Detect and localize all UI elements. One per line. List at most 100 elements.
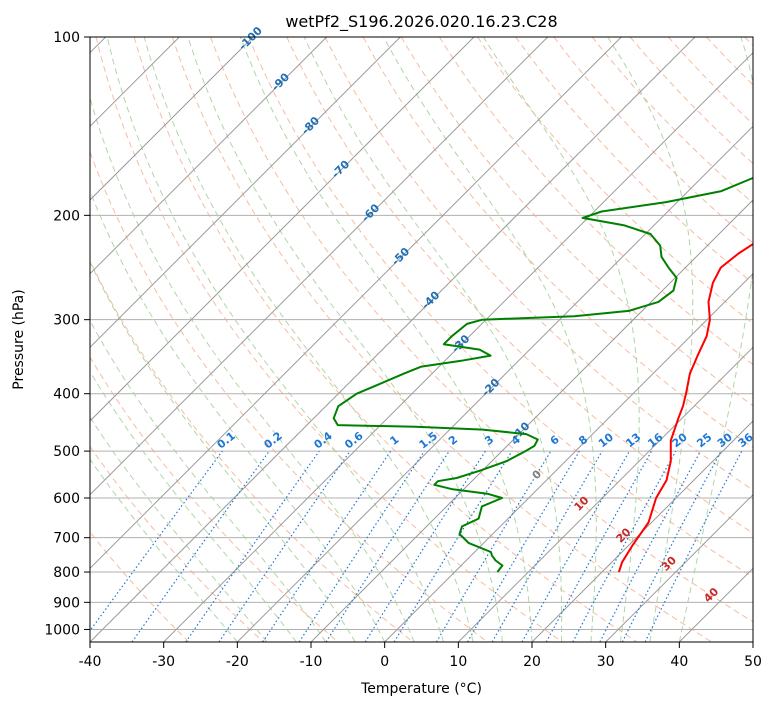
isotherm-label: -100 [236,24,265,53]
y-tick-label: 500 [53,444,80,460]
dry-adiabat [438,37,753,366]
plot-frame [89,36,754,643]
horizontal-gridlines [90,36,753,630]
isotherm [90,37,475,422]
isotherm [90,37,401,349]
y-tick-label: 800 [53,565,80,581]
y-tick-label: 400 [53,387,80,403]
mixing-ratio-line [325,450,450,642]
mixing-ratio-line [521,450,631,642]
dry-adiabat [90,356,339,642]
dry-adiabat [744,37,753,47]
mixing-ratio-line [185,450,320,642]
x-tick-label: 50 [744,654,762,670]
mixing-ratio-line [644,450,743,642]
moist-adiabat [383,37,597,642]
isotherm [90,37,254,201]
profile-lines [332,176,753,573]
dry-adiabat [668,37,753,125]
isotherm [90,37,622,570]
mixing-ratio-label: 16 [645,430,665,450]
dry-adiabat [248,37,753,578]
moist-adiabat [239,37,533,642]
temperature-profile-line [617,242,753,573]
x-axis-title: Temperature (°C) [360,681,482,697]
mixing-ratio-label: 6 [548,433,562,448]
x-tick-label: -30 [152,654,175,670]
dry-adiabat [95,37,563,642]
moist-adiabat [90,370,297,642]
dry-adiabat [286,37,753,534]
axes: -40 -30 -20 -10 0 10 20 30 40 5010020030040050060… [44,30,762,670]
isotherm-label: -90 [269,70,292,93]
moist-adiabat [143,37,474,642]
y-tick-label: 300 [53,313,80,329]
x-tick-label: 30 [597,654,615,670]
mixing-ratio-line [90,450,223,632]
moist-adiabat [90,189,386,642]
isotherm-label: -70 [329,158,352,181]
y-tick-label: 900 [53,595,80,611]
moist-adiabat [106,37,445,642]
dry-adiabat [553,37,753,244]
isotherm [605,493,753,642]
mixing-ratio-label: 13 [623,431,643,451]
moist-adiabat [90,458,238,642]
x-tick-label: -10 [300,654,323,670]
isotherm [236,125,753,642]
y-tick-label: 200 [53,208,80,224]
dry-adiabat [90,259,414,642]
moist-adiabat [90,260,356,642]
x-tick-label: 20 [523,654,541,670]
isotherm-label: -20 [479,376,502,399]
mixing-ratio-line [393,450,513,642]
dry-adiabat [171,37,712,642]
mixing-ratio-label: 1 [388,433,402,448]
dry-adiabat [400,37,753,407]
dry-adiabat [90,531,190,642]
mixing-ratio-label: 1.5 [417,429,440,451]
moist-adiabat-label: 10 [572,494,592,514]
mixing-ratio-line [599,450,702,642]
mixing-ratio-line [298,450,425,642]
isotherm-label: -80 [299,114,322,137]
moist-adiabat [90,416,268,642]
x-tick-label: 0 [380,654,389,670]
mixing-ratio-line [131,450,270,642]
dry-adiabat [210,37,753,623]
y-tick-label: 100 [53,30,80,46]
dry-adiabat [591,37,753,204]
isotherm [90,37,328,275]
isotherm-label: -40 [419,288,442,311]
mixing-ratio-label: 25 [694,431,714,451]
moist-adiabat-label: 20 [614,525,634,545]
mixing-ratio-label: 0.6 [342,429,366,451]
x-tick-label: -40 [79,654,102,670]
mixing-ratio-label: 8 [576,433,590,448]
moist-adiabat [482,37,640,642]
x-tick-label: -20 [226,654,249,670]
isotherm [310,199,753,642]
mixing-ratio-line [218,450,351,642]
background-lines [90,37,753,642]
isotherm [90,37,696,642]
isotherm [163,51,753,642]
isotherm [752,641,753,642]
mixing-ratio-label: 0.2 [261,429,284,451]
x-tick-label: 10 [449,654,467,670]
y-tick-label: 1000 [44,622,80,638]
isotherm-label: -50 [389,245,412,268]
mixing-ratio-line [466,450,580,642]
isotherm-label: -60 [359,201,382,224]
mixing-ratio-line [545,450,653,642]
dry-adiabat [90,445,264,642]
dewpoint-profile-line [332,176,753,573]
isotherm [457,346,753,642]
mixing-ratio-line [572,450,677,642]
mixing-ratio-label: 2 [446,433,460,448]
dry-adiabat [90,150,488,642]
isotherm [90,37,549,496]
dry-adiabat [133,37,638,642]
y-axis-title: Pressure (hPa) [11,289,27,389]
